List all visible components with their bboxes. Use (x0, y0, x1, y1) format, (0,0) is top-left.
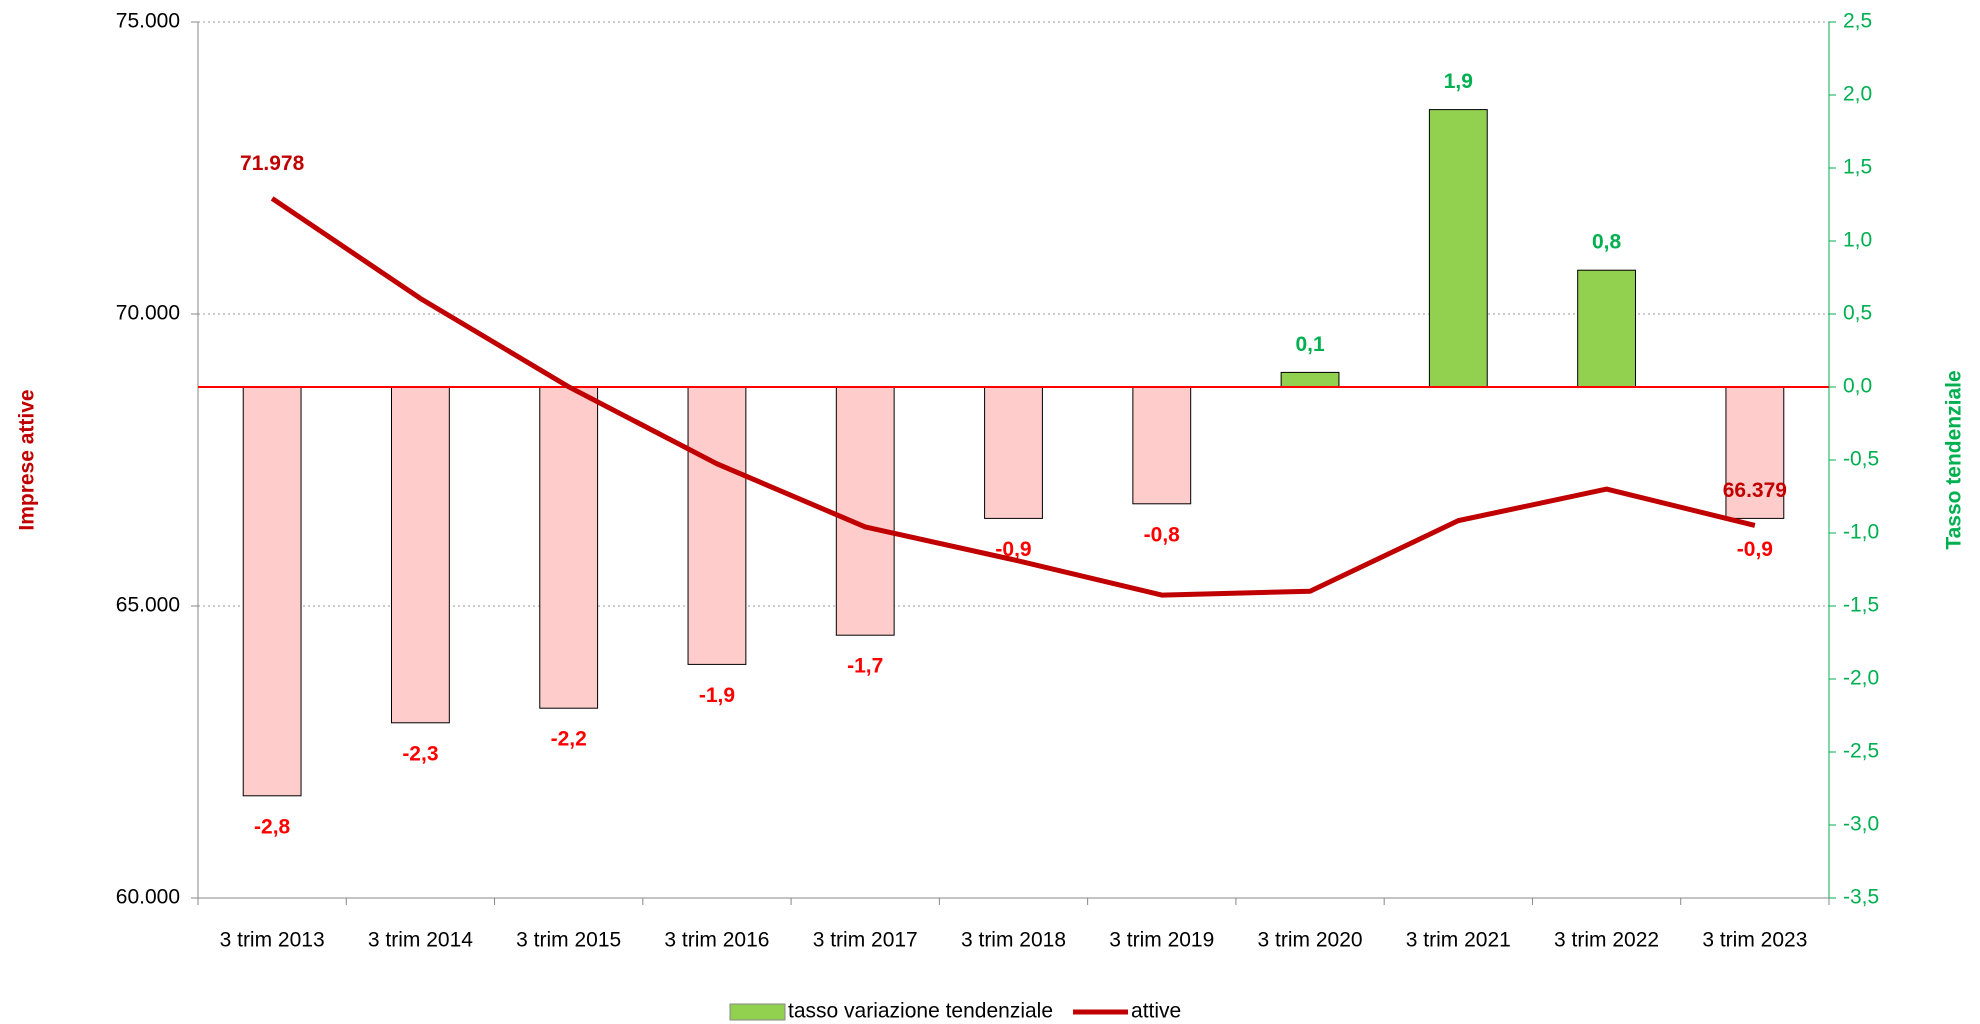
bar-label: -2,3 (402, 742, 438, 765)
y2-tick-label: -3,5 (1843, 886, 1879, 909)
line (270, 196, 1756, 598)
y2-tick-label: 2,0 (1843, 83, 1872, 106)
x-tick-label: 3 trim 2020 (1258, 929, 1363, 952)
bar (1132, 386, 1192, 505)
bar-label: 0,1 (1295, 333, 1325, 356)
line-label: 71.978 (240, 152, 305, 175)
y2-tick-label: 1,0 (1843, 229, 1872, 252)
x-tick-label: 3 trim 2014 (368, 929, 473, 952)
bar (984, 386, 1043, 519)
bar-label: 0,8 (1592, 231, 1622, 254)
bar-label: -2,2 (551, 728, 587, 751)
bar (1725, 386, 1785, 519)
bar (390, 386, 450, 724)
y-tick-label: 60.000 (116, 886, 180, 909)
bar (1428, 109, 1488, 388)
y-tick-label: 70.000 (116, 302, 180, 325)
y2-tick-label: -1,5 (1843, 594, 1879, 617)
y2-tick-label: 0,0 (1843, 375, 1872, 398)
bar-label: -1,7 (847, 655, 883, 678)
bar (687, 386, 747, 665)
bar-label: 1,9 (1444, 70, 1473, 93)
line-label: 66.379 (1723, 479, 1787, 502)
bar (539, 386, 599, 709)
y2-tick-label: -1,0 (1843, 521, 1879, 544)
y-tick-label: 65.000 (116, 594, 180, 617)
y2-tick-label: -2,5 (1843, 740, 1879, 763)
x-tick-label: 3 trim 2015 (516, 929, 621, 952)
bar-label: -1,9 (699, 684, 735, 707)
legend-label: attive (1131, 1000, 1181, 1023)
y2-tick-label: -0,5 (1843, 448, 1879, 471)
y2-tick-label: -2,0 (1843, 667, 1879, 690)
y-tick-label: 75.000 (116, 10, 180, 33)
legend-label: tasso variazione tendenziale (788, 1000, 1053, 1023)
y-axis-title: Imprese attive (16, 389, 39, 530)
x-tick-label: 3 trim 2018 (961, 929, 1066, 952)
y2-tick-label: 1,5 (1843, 156, 1872, 179)
y2-tick-label: -3,0 (1843, 813, 1879, 836)
y2-tick-label: 2,5 (1843, 10, 1872, 33)
x-tick-label: 3 trim 2013 (220, 929, 325, 952)
bar (1280, 371, 1340, 388)
bar-label: -0,9 (1737, 538, 1773, 561)
x-tick-label: 3 trim 2017 (813, 929, 918, 952)
bar (835, 386, 895, 636)
x-tick-label: 3 trim 2021 (1406, 929, 1511, 952)
x-tick-label: 3 trim 2022 (1554, 929, 1659, 952)
bar-label: -2,8 (254, 815, 291, 838)
bar (242, 386, 302, 797)
x-tick-label: 3 trim 2019 (1109, 929, 1214, 952)
y2-tick-label: 0,5 (1843, 302, 1872, 325)
bar (1577, 269, 1637, 388)
legend-swatch (729, 1003, 786, 1021)
x-tick-label: 3 trim 2023 (1702, 929, 1807, 952)
y2-axis-title: Tasso tendenziale (1943, 370, 1966, 549)
bar-label: -0,8 (1144, 523, 1181, 546)
x-tick-label: 3 trim 2016 (664, 929, 769, 952)
